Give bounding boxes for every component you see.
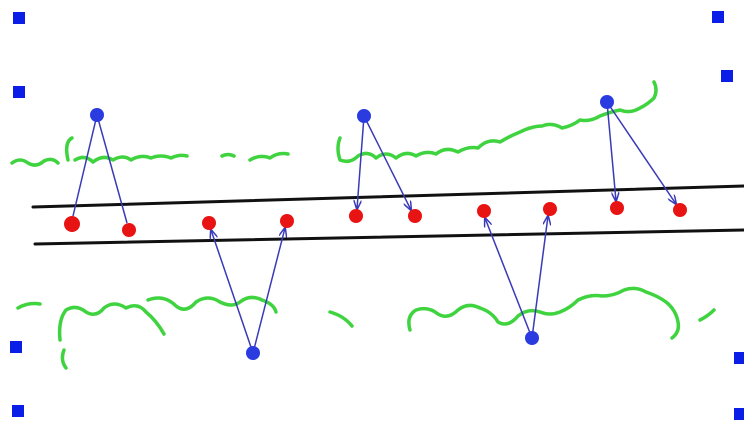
road-edge [31, 184, 744, 209]
arrow [606, 101, 676, 204]
arrow [96, 114, 128, 224]
green-curve [336, 80, 658, 164]
correspondence-arrows [72, 101, 676, 354]
corner-marker [13, 86, 25, 98]
corner-markers [10, 11, 744, 420]
target-point [280, 214, 294, 228]
target-point [408, 209, 422, 223]
arrow [606, 101, 616, 201]
source-point [600, 95, 614, 109]
target-point [202, 216, 216, 230]
target-point [122, 223, 136, 237]
corner-marker [734, 352, 744, 364]
corner-marker [712, 11, 724, 23]
corner-marker [10, 341, 22, 353]
corner-marker [12, 405, 24, 417]
target-points [64, 201, 687, 237]
arrow [357, 115, 365, 209]
corner-marker [734, 408, 744, 420]
green-curve [407, 286, 716, 340]
vegetation-curves [10, 80, 716, 370]
green-curve [220, 151, 290, 162]
source-point [357, 109, 371, 123]
source-point [90, 108, 104, 122]
green-curve [10, 157, 60, 167]
arrow [72, 114, 98, 217]
corner-marker [13, 12, 25, 24]
road-lines [31, 184, 744, 246]
source-point [525, 331, 539, 345]
arrow [252, 228, 285, 354]
road-edge [33, 228, 744, 246]
source-points [90, 95, 614, 360]
arrow [363, 115, 411, 210]
green-curve [64, 136, 189, 164]
target-point [349, 209, 363, 223]
source-point [246, 346, 260, 360]
target-point [64, 216, 80, 232]
arrow [531, 216, 548, 339]
arrow [211, 230, 254, 354]
target-point [673, 203, 687, 217]
target-point [543, 202, 557, 216]
target-point [477, 204, 491, 218]
corner-marker [721, 70, 733, 82]
green-curve [16, 295, 354, 370]
arrow [485, 218, 533, 339]
target-point [610, 201, 624, 215]
